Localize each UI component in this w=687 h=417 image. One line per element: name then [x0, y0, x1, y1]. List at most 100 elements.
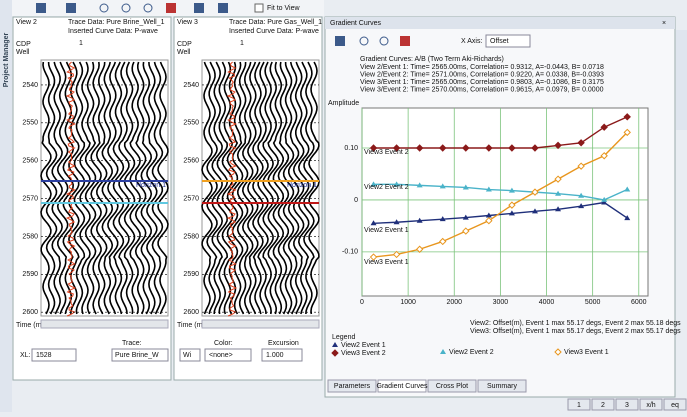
x-axis-select[interactable] — [485, 34, 531, 48]
xl-box[interactable] — [31, 348, 77, 362]
tab[interactable] — [427, 379, 477, 393]
y-tick-label: 2600 — [22, 309, 38, 316]
seismic-trace — [216, 61, 229, 315]
sidebar-label[interactable]: Project Manager — [3, 32, 10, 87]
tab-label[interactable]: Parameters — [334, 383, 371, 390]
y-tick-label: 2550 — [183, 120, 199, 127]
chart-note: View2: Offset(m), Event 1 max 55.17 degs… — [470, 320, 681, 327]
seismic-trace — [84, 61, 97, 315]
right-strip — [676, 30, 687, 130]
excursion-box[interactable] — [261, 348, 303, 362]
marker — [601, 196, 608, 202]
cdp-label: CDP — [16, 41, 31, 48]
icon[interactable] — [166, 3, 176, 13]
marker — [577, 139, 585, 147]
xl-value[interactable]: 1528 — [36, 352, 52, 359]
status-button[interactable] — [639, 398, 663, 411]
status-label[interactable]: 1 — [577, 402, 581, 409]
seismic-trace — [123, 61, 136, 315]
annotation: View2 Event 2 — [364, 184, 409, 191]
seismic-trace — [282, 61, 295, 315]
seismic-trace — [272, 61, 285, 315]
close-button[interactable]: × — [662, 20, 666, 27]
marker — [554, 141, 562, 150]
checkbox[interactable] — [254, 3, 264, 13]
trace-data: Trace Data: Pure Brine_Well_1 — [68, 19, 165, 26]
tab[interactable] — [327, 379, 377, 393]
horizon-label: Horizon 1 — [287, 182, 317, 189]
icon[interactable] — [66, 3, 76, 13]
status-button[interactable] — [663, 398, 687, 411]
plot-area — [361, 107, 649, 297]
marker — [555, 206, 562, 212]
icon[interactable] — [99, 3, 109, 13]
legend-label: View3 Event 2 — [341, 350, 386, 357]
legend-label: View3 Event 1 — [564, 349, 609, 356]
well-label: Well — [177, 49, 191, 56]
annotation: View2 Event 1 — [364, 227, 409, 234]
well-log — [65, 61, 77, 317]
scrollbar[interactable] — [201, 319, 320, 329]
chart-title: Gradient Curves: A/B (Two Term Aki-Richa… — [360, 56, 504, 63]
marker — [578, 192, 585, 198]
fit-to-view[interactable]: Fit to View — [267, 5, 300, 12]
seismic-trace — [262, 61, 274, 315]
seismic-trace — [62, 61, 75, 315]
color-value[interactable]: <none> — [209, 352, 233, 359]
status-label[interactable]: 2 — [601, 402, 605, 409]
icon[interactable] — [194, 3, 204, 13]
icon[interactable] — [218, 3, 228, 13]
seismic-trace — [252, 61, 264, 315]
seismic-trace — [303, 61, 315, 315]
status-button[interactable] — [615, 398, 639, 411]
icon[interactable] — [335, 36, 345, 46]
icon[interactable] — [379, 36, 389, 46]
seismic-trace — [90, 61, 102, 315]
y-tick-label: 2600 — [183, 309, 199, 316]
icon[interactable] — [400, 36, 410, 46]
panel-titlebar — [325, 17, 675, 29]
marker — [462, 144, 470, 152]
status-button[interactable] — [591, 398, 615, 411]
icon[interactable] — [143, 3, 153, 13]
curve-data: Inserted Curve Data: P-wave — [229, 28, 319, 35]
seismic-trace — [257, 61, 269, 315]
mode-value[interactable]: Wi — [183, 352, 192, 359]
mode-box[interactable] — [179, 348, 201, 362]
marker — [508, 201, 516, 209]
color-box[interactable] — [204, 348, 252, 362]
status-button[interactable] — [567, 398, 591, 411]
marker — [485, 216, 493, 225]
status-label[interactable]: x/h — [646, 402, 655, 409]
toolbar-icons — [36, 3, 264, 13]
marker — [415, 144, 424, 152]
seismic-trace — [247, 61, 259, 315]
tab-label[interactable]: Cross Plot — [436, 383, 468, 390]
icon[interactable] — [359, 36, 369, 46]
status-label[interactable]: eq — [671, 402, 679, 409]
excursion-value[interactable]: 1.000 — [266, 352, 284, 359]
chart-info: View 2/Event 1: Time= 2565.00ms, Correla… — [360, 64, 604, 71]
status-label[interactable]: 3 — [625, 402, 629, 409]
marker — [393, 219, 400, 225]
trace-box[interactable] — [111, 348, 169, 362]
tab-label[interactable]: Summary — [487, 383, 517, 390]
tab[interactable] — [477, 379, 527, 393]
x-tick-label: 4000 — [539, 299, 555, 306]
scrollbar[interactable] — [40, 319, 169, 329]
x-axis-value[interactable]: Offset — [490, 38, 509, 45]
trace-value[interactable]: Pure Brine_W — [115, 352, 159, 359]
icon[interactable] — [36, 3, 46, 13]
y-axis-label: Time (ms) — [177, 322, 208, 329]
seismic-trace — [201, 61, 213, 315]
y-tick-label: 2540 — [22, 82, 38, 89]
marker — [462, 227, 470, 235]
seismic-trace — [267, 61, 280, 315]
marker — [485, 212, 492, 218]
icon[interactable] — [121, 3, 131, 13]
tab-label[interactable]: Gradient Curves — [377, 383, 428, 390]
chart-info: View 2/Event 2: Time= 2571.00ms, Correla… — [360, 71, 604, 78]
tab[interactable] — [377, 379, 427, 393]
marker — [439, 237, 447, 246]
y-tick-label: 0 — [354, 197, 358, 204]
